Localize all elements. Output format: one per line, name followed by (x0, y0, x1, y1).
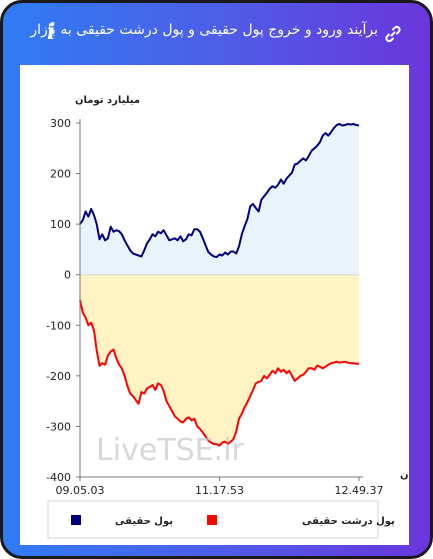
watermark: LiveTSE.ir (96, 433, 244, 468)
series-area-1 (80, 124, 359, 275)
link-icon[interactable] (384, 25, 402, 43)
x-tick-label: 12.49.37 (335, 484, 384, 497)
series-line-1 (79, 123, 360, 258)
y-tick-label: -100 (46, 319, 71, 332)
legend-label-2[interactable]: پول درشت حقیقی (302, 516, 395, 527)
chart-header: i برآیند ورود و خروج پول حقیقی و پول درش… (3, 3, 430, 61)
info-icon[interactable]: i (47, 19, 56, 45)
y-axis-ticks: 300 200 100 0 -100 -200 -300 -400 (46, 117, 80, 484)
y-tick-label: 300 (50, 117, 71, 130)
chart-svg: 300 200 100 0 -100 -200 -300 -400 09.05.03 11.17… (46, 95, 424, 539)
y-axis-title: میلیارد تومان (75, 95, 140, 106)
x-tick-label: 11.17.53 (195, 484, 244, 497)
chart-title: برآیند ورود و خروج پول حقیقی و پول درشت … (30, 22, 378, 38)
y-tick-label: 200 (50, 168, 71, 181)
y-tick-label: 0 (64, 269, 71, 282)
y-tick-label: 100 (50, 218, 71, 231)
series-area-2 (80, 274, 359, 446)
legend-label-1[interactable]: پول حقیقی (115, 516, 173, 527)
y-tick-label: -400 (46, 471, 71, 484)
chart-panel: 300 200 100 0 -100 -200 -300 -400 09.05.03 11.17… (20, 65, 424, 545)
y-tick-label: -200 (46, 370, 71, 383)
x-axis-ticks: 09.05.03 11.17.53 12.49.37 (56, 477, 384, 497)
series-line-2 (79, 299, 359, 447)
x-tick-label: 09.05.03 (56, 484, 105, 497)
legend: پول حقیقی پول درشت حقیقی (47, 500, 395, 539)
x-axis-title: زمان (400, 470, 409, 481)
series-lines (79, 123, 360, 447)
area-fills (80, 124, 359, 446)
legend-swatch-2 (207, 515, 217, 525)
y-tick-label: -300 (46, 420, 71, 433)
legend-swatch-1 (71, 515, 81, 525)
